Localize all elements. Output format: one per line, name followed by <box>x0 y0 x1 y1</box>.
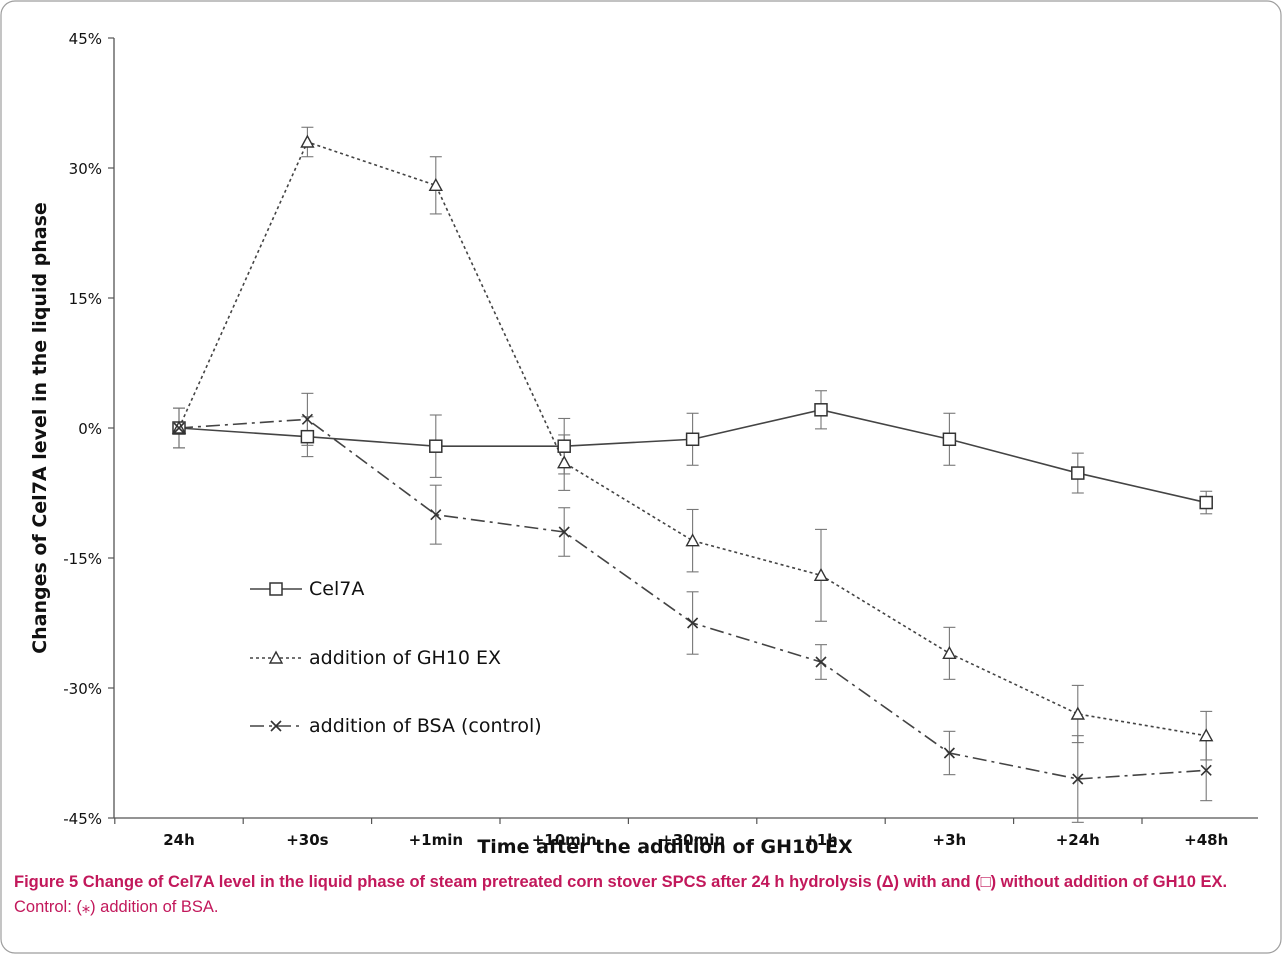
data-point <box>558 526 570 538</box>
data-point <box>301 413 313 425</box>
x-tick-label: +24h <box>1056 831 1100 849</box>
legend-label: addition of GH10 EX <box>309 647 501 669</box>
axes <box>108 37 1258 824</box>
data-point <box>1071 466 1085 480</box>
x-tick-label: +3h <box>933 831 967 849</box>
legend-marker <box>268 650 284 664</box>
data-point <box>814 403 828 417</box>
data-point <box>428 177 443 192</box>
data-point <box>813 567 829 582</box>
data-point <box>557 439 571 453</box>
y-tick-label: -15% <box>63 550 102 568</box>
data-point <box>942 645 957 660</box>
x-tick-label: +1min <box>409 831 463 849</box>
data-point <box>557 455 572 469</box>
data-point <box>942 432 957 447</box>
caption-title: Figure 5 Change of Cel7A level in the li… <box>14 873 1228 891</box>
y-tick-label: -30% <box>63 680 102 698</box>
y-tick-label: 0% <box>78 420 102 438</box>
legend-marker <box>269 582 283 596</box>
tick-labels: 45% 30% 15% 0% -15% -30% -45% 24h +30s +1min +10mi… <box>63 30 1228 849</box>
data-point <box>1070 706 1085 720</box>
x-axis-label: Time after the addition of GH10 EX <box>477 836 853 858</box>
x-tick-label: +10min <box>532 831 597 849</box>
legend-label: addition of BSA (control) <box>309 715 542 737</box>
series-markers <box>171 134 1214 785</box>
y-tick-label: 15% <box>69 290 102 308</box>
data-point <box>1200 764 1212 776</box>
data-point <box>1072 773 1084 785</box>
data-point <box>685 533 700 547</box>
y-tick-label: -45% <box>63 810 102 828</box>
data-point <box>173 422 185 434</box>
data-point <box>430 509 442 521</box>
data-point <box>815 656 827 668</box>
y-tick-label: 30% <box>69 160 102 178</box>
data-point <box>943 747 955 759</box>
caption-note: Control: (⁎) addition of BSA. <box>14 898 219 916</box>
data-point <box>685 432 700 447</box>
data-point <box>300 429 315 444</box>
legend-label: Cel7A <box>309 578 364 600</box>
y-tick-label: 45% <box>69 30 102 48</box>
figure-caption: Figure 5 Change of Cel7A level in the li… <box>14 870 1269 920</box>
data-point <box>429 439 443 453</box>
x-tick-label: 24h <box>163 831 195 849</box>
x-tick-label: +30s <box>286 831 328 849</box>
x-tick-label: +1h <box>804 831 838 849</box>
legend: Cel7A addition of GH10 EX addition of BSA … <box>250 578 542 737</box>
x-tick-label: +48h <box>1184 831 1228 849</box>
data-point <box>1199 728 1214 742</box>
y-axis-label: Changes of Cel7A level in the liquid pha… <box>29 202 51 654</box>
x-tick-label: +30min <box>660 831 725 849</box>
data-point <box>687 617 699 629</box>
legend-marker <box>270 720 282 732</box>
data-point <box>300 134 315 148</box>
data-point <box>1199 495 1213 510</box>
